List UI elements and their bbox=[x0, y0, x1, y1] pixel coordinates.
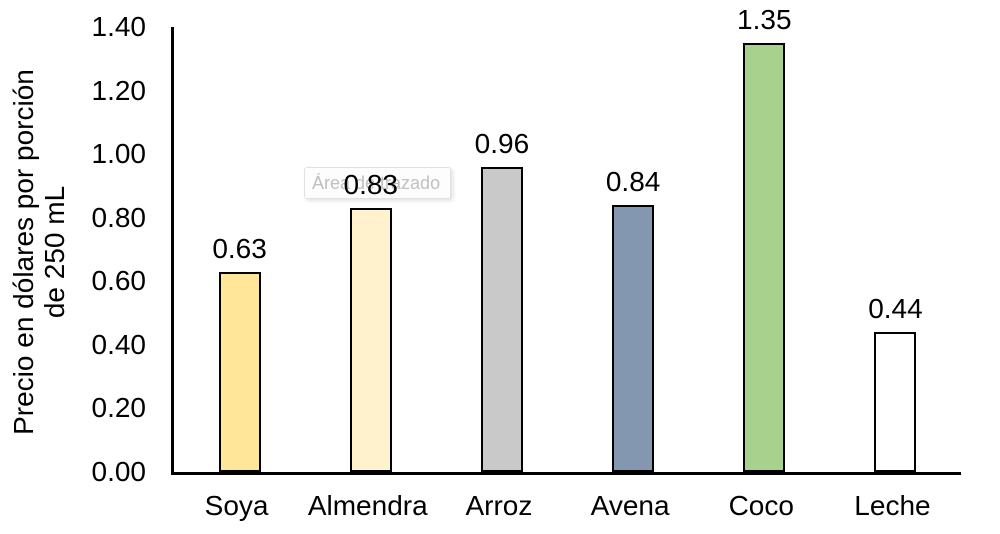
bar-almendra[interactable] bbox=[349, 208, 392, 472]
bar-value-label: 0.84 bbox=[605, 166, 661, 197]
bar-slot-avena: 0.84 bbox=[568, 167, 699, 472]
x-category-label-arroz: Arroz bbox=[465, 490, 533, 521]
bar-value-label: 0.63 bbox=[212, 233, 267, 264]
y-tick-label: 1.20 bbox=[91, 74, 147, 106]
bar-slot-almendra: 0.83 bbox=[305, 170, 436, 472]
bar-arroz[interactable] bbox=[480, 167, 523, 472]
bar-slot-arroz: 0.96 bbox=[436, 129, 567, 472]
bar-leche[interactable] bbox=[874, 332, 917, 472]
x-category-label-avena: Avena bbox=[590, 490, 670, 521]
y-tick-label: 0.60 bbox=[91, 265, 147, 297]
bar-slot-soya: 0.63 bbox=[174, 234, 305, 472]
bar-soya[interactable] bbox=[218, 272, 261, 472]
bar-value-label: 0.96 bbox=[474, 128, 530, 159]
y-tick-label: 0.00 bbox=[91, 456, 147, 487]
x-axis-category-labels: Soya Almendra Arroz Avena Coco Leche bbox=[171, 490, 958, 522]
bar-slot-coco: 1.35 bbox=[699, 5, 830, 472]
bar-value-label: 0.83 bbox=[343, 169, 399, 200]
y-tick-label: 0.40 bbox=[91, 328, 147, 360]
y-tick-label: 1.00 bbox=[91, 138, 147, 170]
bars-row: 0.63 0.83 0.96 0.84 1.35 0.44 bbox=[174, 5, 961, 472]
y-tick-label: 0.20 bbox=[91, 392, 147, 424]
bar-value-label: 0.44 bbox=[868, 293, 923, 324]
y-tick-label: 0.80 bbox=[91, 201, 147, 233]
x-category-label-almendra: Almendra bbox=[307, 490, 428, 521]
y-axis-tick-labels: 0.00 0.20 0.40 0.60 0.80 1.00 1.20 1.40 bbox=[0, 0, 147, 534]
bar-avena[interactable] bbox=[612, 205, 655, 472]
x-category-label-leche: Leche bbox=[854, 490, 931, 521]
x-category-label-coco: Coco bbox=[728, 490, 794, 521]
plot-area-tooltip: Área de trazado bbox=[304, 167, 451, 199]
x-category-label-soya: Soya bbox=[204, 490, 269, 521]
y-tick-label: 1.40 bbox=[91, 11, 147, 42]
bar-value-label: 1.35 bbox=[737, 4, 792, 35]
plot-area[interactable]: 0.63 0.83 0.96 0.84 1.35 0.44 bbox=[171, 5, 961, 475]
bar-slot-leche: 0.44 bbox=[830, 294, 961, 472]
bar-coco[interactable] bbox=[743, 43, 786, 472]
